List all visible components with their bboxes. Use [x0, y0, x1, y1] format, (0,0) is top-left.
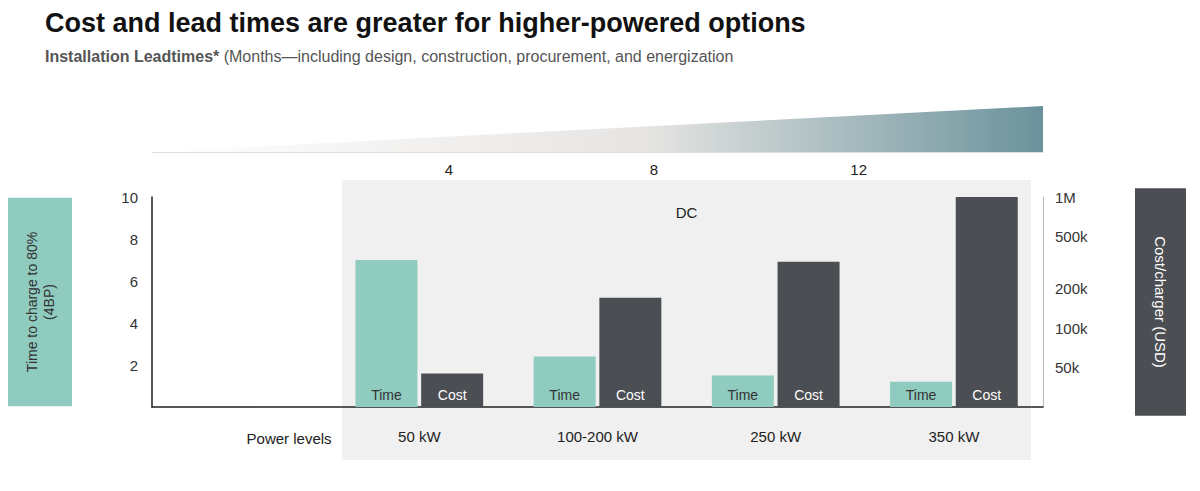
- svg-text:Time: Time: [549, 387, 580, 403]
- svg-text:50k: 50k: [1055, 359, 1080, 376]
- svg-text:Time: Time: [728, 387, 759, 403]
- svg-text:Power levels: Power levels: [247, 430, 332, 447]
- svg-text:250 kW: 250 kW: [750, 428, 802, 445]
- svg-text:DC: DC: [676, 204, 698, 221]
- svg-text:(Months—including design, cons: (Months—including design, construction, …: [219, 48, 733, 65]
- svg-text:6: 6: [130, 273, 138, 290]
- svg-text:Installation Leadtimes*: Installation Leadtimes*: [45, 48, 220, 65]
- svg-text:1M: 1M: [1055, 189, 1076, 206]
- svg-text:8: 8: [650, 161, 658, 178]
- svg-text:50 kW: 50 kW: [398, 428, 441, 445]
- svg-text:Cost/charger (USD): Cost/charger (USD): [1152, 236, 1169, 368]
- svg-text:350 kW: 350 kW: [928, 428, 980, 445]
- svg-text:Cost: Cost: [972, 387, 1001, 403]
- svg-text:12: 12: [850, 161, 867, 178]
- svg-text:Cost and lead times are greate: Cost and lead times are greater for high…: [45, 8, 806, 38]
- svg-text:Cost: Cost: [438, 387, 467, 403]
- svg-text:4: 4: [130, 315, 138, 332]
- svg-text:2: 2: [130, 357, 138, 374]
- svg-text:Time: Time: [906, 387, 937, 403]
- svg-text:10: 10: [121, 189, 138, 206]
- svg-text:100-200 kW: 100-200 kW: [557, 428, 639, 445]
- svg-text:Time to charge to 80%: Time to charge to 80%: [24, 232, 40, 372]
- svg-text:Cost: Cost: [616, 387, 645, 403]
- svg-text:8: 8: [130, 231, 138, 248]
- svg-text:500k: 500k: [1055, 228, 1088, 245]
- svg-text:100k: 100k: [1055, 320, 1088, 337]
- svg-text:Cost: Cost: [794, 387, 823, 403]
- svg-text:4: 4: [445, 161, 453, 178]
- svg-text:(4BP): (4BP): [41, 284, 57, 320]
- svg-text:Time: Time: [371, 387, 402, 403]
- svg-text:200k: 200k: [1055, 280, 1088, 297]
